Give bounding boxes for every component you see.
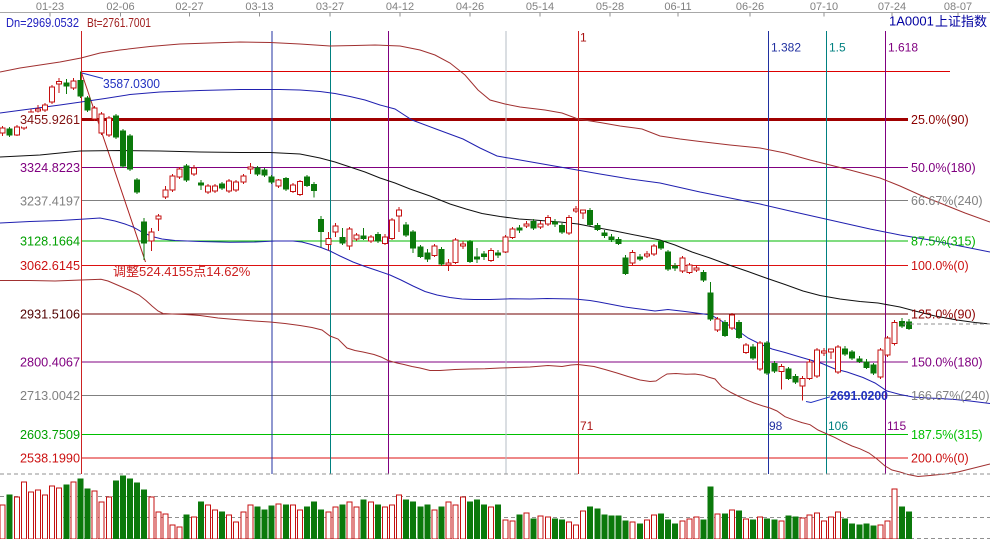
svg-text:2800.4067: 2800.4067 [20, 355, 80, 370]
svg-text:1.382: 1.382 [771, 40, 801, 54]
svg-text:2538.1990: 2538.1990 [20, 451, 80, 466]
svg-text:2931.5106: 2931.5106 [20, 307, 80, 322]
svg-text:02-27: 02-27 [175, 1, 203, 13]
svg-text:3324.8223: 3324.8223 [20, 160, 80, 175]
svg-text:3455.9261: 3455.9261 [20, 112, 80, 127]
svg-text:125.0%(90): 125.0%(90) [911, 307, 976, 321]
svg-text:05-28: 05-28 [596, 1, 624, 13]
svg-text:3062.6145: 3062.6145 [20, 258, 80, 273]
svg-text:187.5%(315): 187.5%(315) [911, 428, 983, 442]
svg-text:1.5: 1.5 [829, 40, 846, 54]
svg-text:上证指数: 上证指数 [935, 14, 987, 29]
svg-text:98: 98 [769, 419, 783, 433]
svg-text:07-24: 07-24 [878, 1, 906, 13]
svg-text:25.0%(90): 25.0%(90) [911, 113, 969, 127]
svg-text:2713.0042: 2713.0042 [20, 388, 80, 403]
svg-text:3587.0300: 3587.0300 [103, 77, 160, 91]
svg-text:05-14: 05-14 [526, 1, 554, 13]
svg-text:71: 71 [580, 419, 594, 433]
svg-text:2691.0200: 2691.0200 [830, 389, 888, 403]
svg-text:08-07: 08-07 [944, 1, 972, 13]
svg-text:66.67%(240): 66.67%(240) [911, 194, 983, 208]
svg-text:Dn=2969.0532: Dn=2969.0532 [6, 16, 79, 30]
svg-text:200.0%(0): 200.0%(0) [911, 451, 969, 465]
svg-text:04-26: 04-26 [456, 1, 484, 13]
svg-text:1: 1 [580, 30, 587, 44]
svg-text:07-10: 07-10 [810, 1, 838, 13]
svg-text:03-27: 03-27 [316, 1, 344, 13]
svg-text:04-12: 04-12 [386, 1, 414, 13]
svg-text:106: 106 [828, 419, 848, 433]
svg-text:150.0%(180): 150.0%(180) [911, 355, 983, 369]
svg-text:166.67%(240): 166.67%(240) [911, 389, 990, 403]
svg-text:2603.7509: 2603.7509 [20, 427, 80, 442]
svg-text:50.0%(180): 50.0%(180) [911, 161, 976, 175]
svg-text:3237.4197: 3237.4197 [20, 193, 80, 208]
svg-text:3128.1664: 3128.1664 [20, 234, 80, 249]
svg-text:115: 115 [887, 419, 906, 433]
svg-text:调整524.4155点14.62%: 调整524.4155点14.62% [113, 264, 251, 279]
svg-text:1.618: 1.618 [888, 40, 918, 54]
svg-text:1A0001: 1A0001 [889, 14, 934, 29]
svg-text:03-13: 03-13 [245, 1, 273, 13]
svg-text:06-11: 06-11 [664, 1, 691, 13]
svg-text:87.5%(315): 87.5%(315) [911, 234, 976, 248]
svg-text:100.0%(0): 100.0%(0) [911, 259, 969, 273]
svg-text:Bt=2761.7001: Bt=2761.7001 [87, 16, 151, 30]
svg-text:01-23: 01-23 [36, 1, 64, 13]
svg-text:06-26: 06-26 [736, 1, 764, 13]
svg-text:02-06: 02-06 [106, 1, 134, 13]
